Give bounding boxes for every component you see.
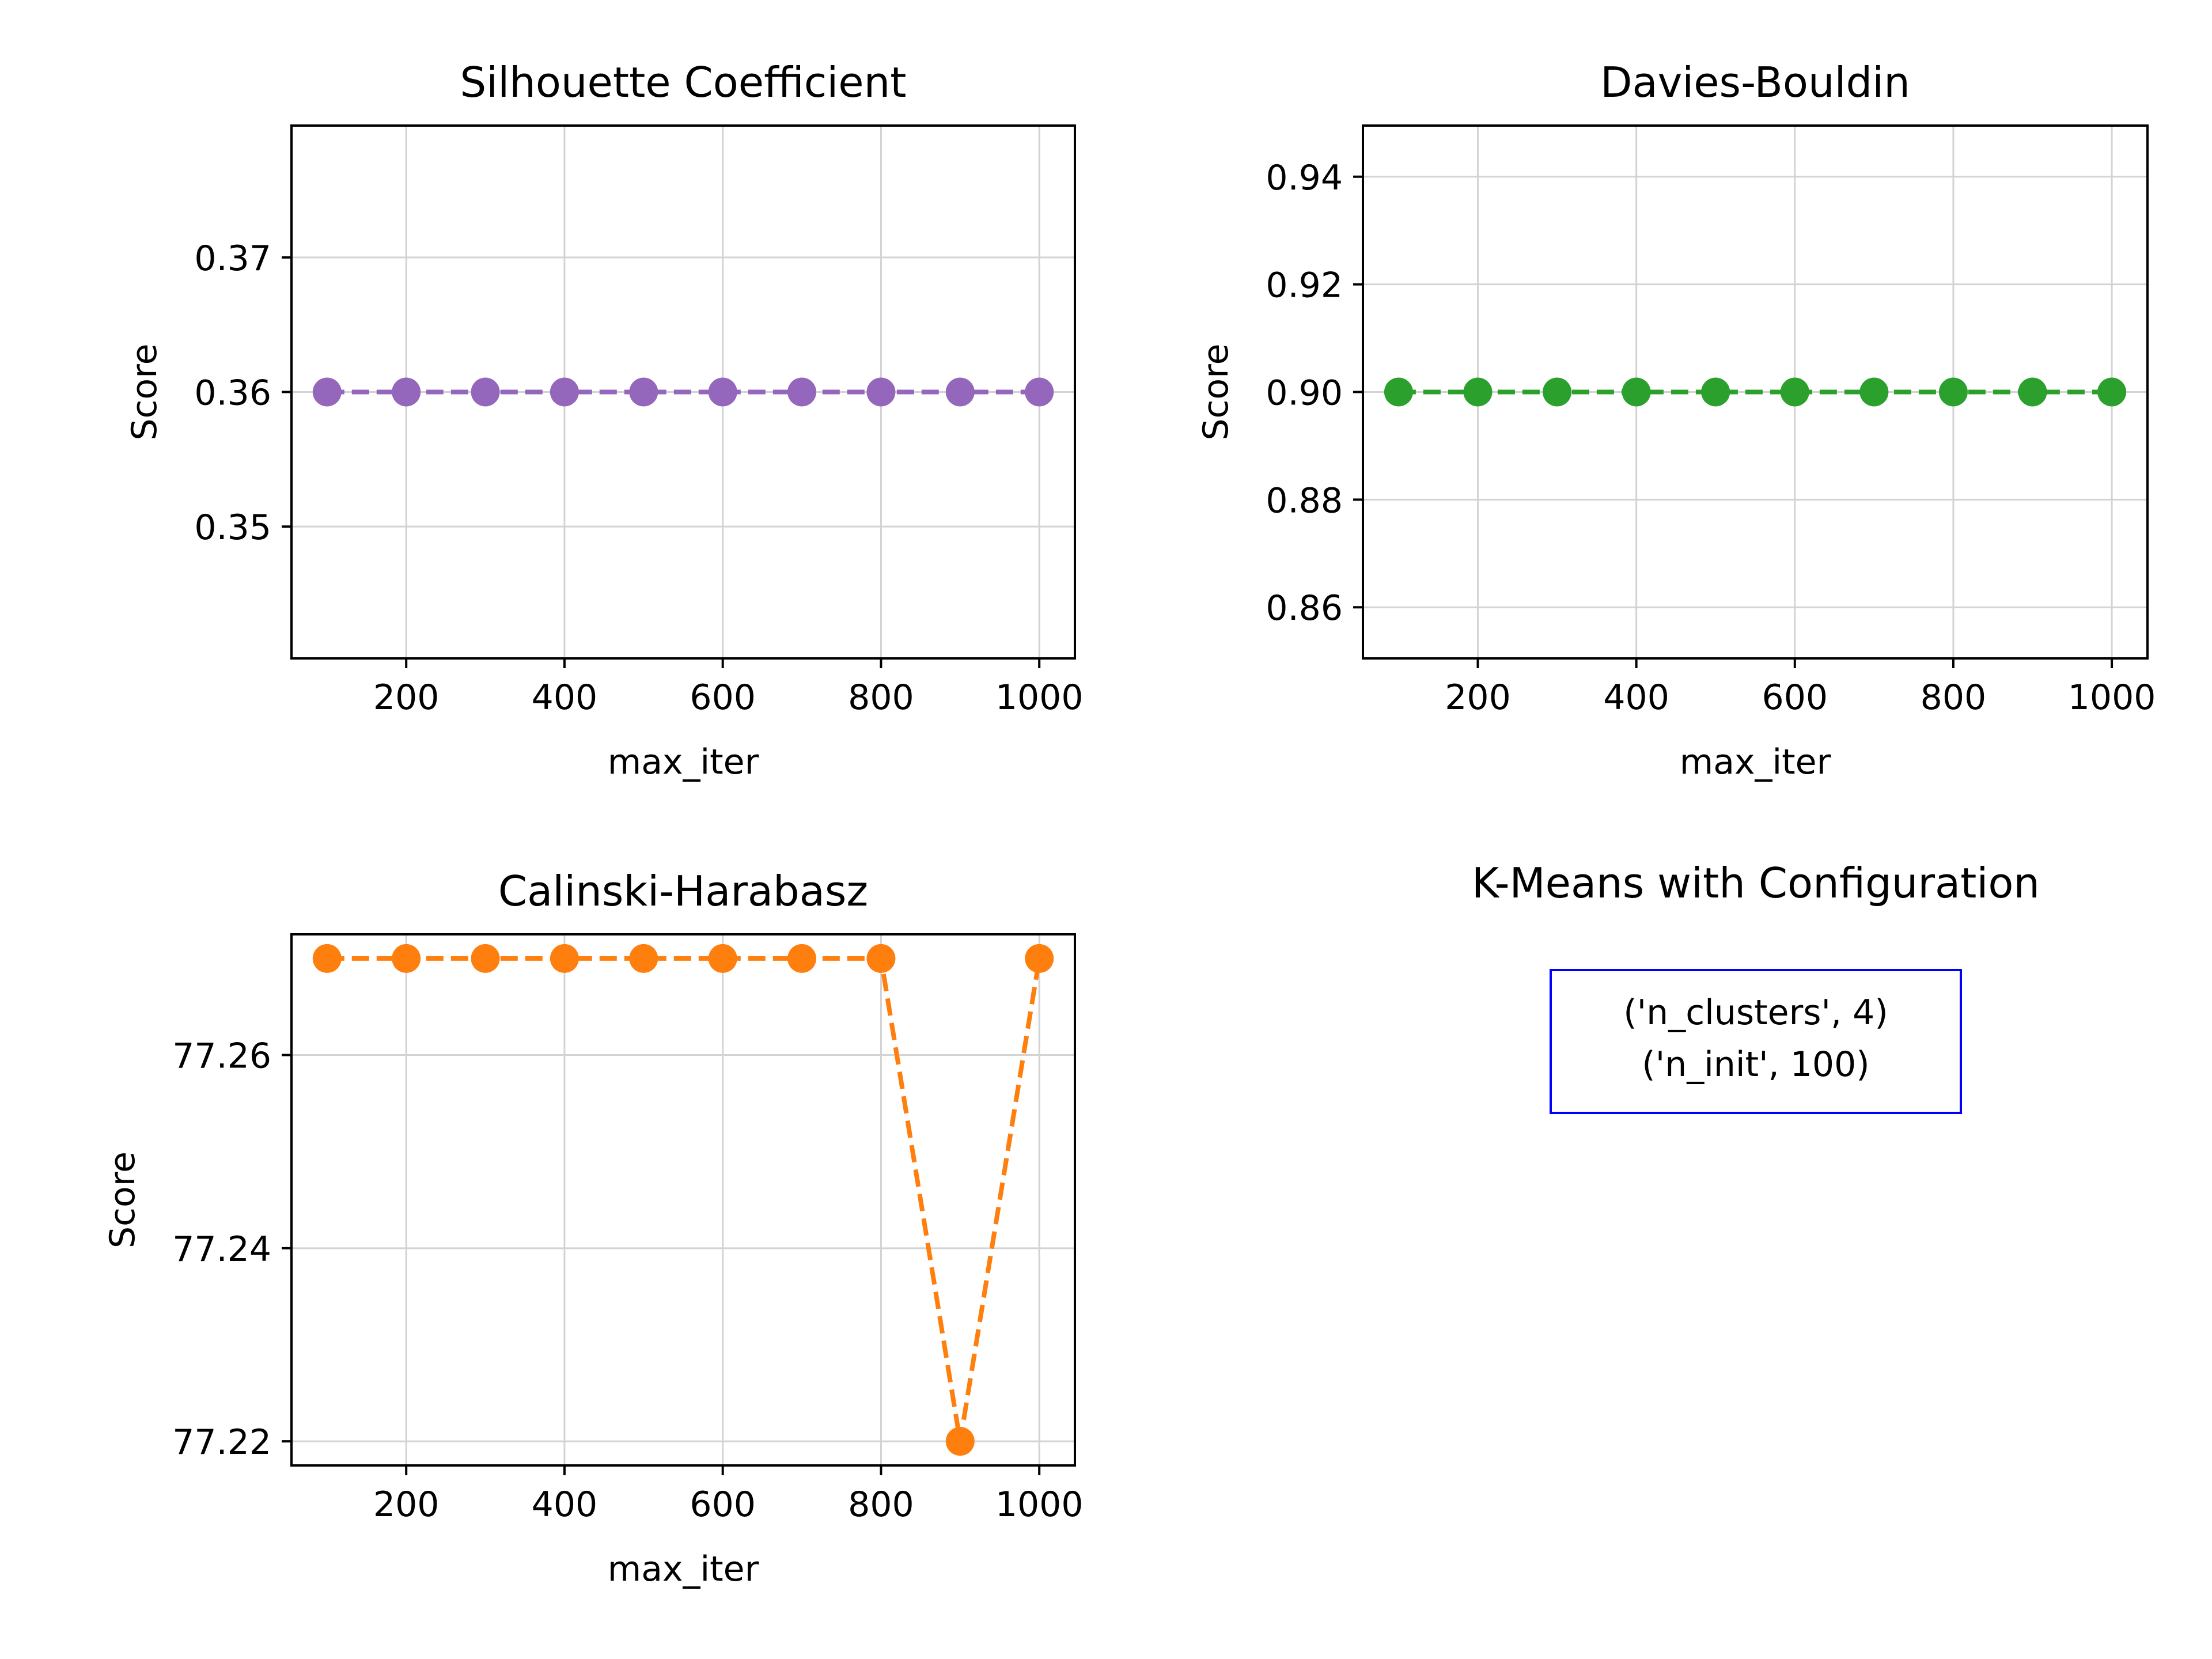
data-point bbox=[1384, 377, 1413, 407]
data-point bbox=[392, 944, 421, 973]
chart-1: 200 400 600 800 1000 0.35 0.36 0.37 Silhouette C… bbox=[124, 58, 1084, 782]
x-axis-label: max_iter bbox=[1680, 742, 1831, 782]
data-point bbox=[945, 1427, 975, 1456]
x-tick-label: 400 bbox=[532, 677, 598, 718]
config-box bbox=[1550, 969, 1962, 1114]
y-axis-label: Score bbox=[124, 343, 165, 440]
x-tick-label: 200 bbox=[1445, 677, 1511, 718]
chart-title: Calinski-Harabasz bbox=[498, 867, 868, 915]
x-tick-label: 400 bbox=[1603, 677, 1669, 718]
data-point bbox=[787, 377, 817, 407]
data-point bbox=[708, 377, 737, 407]
x-tick-label: 600 bbox=[1762, 677, 1828, 718]
data-point bbox=[629, 377, 658, 407]
x-tick-label: 1000 bbox=[995, 677, 1084, 718]
y-tick-label: 0.37 bbox=[194, 238, 271, 279]
config-line-n-init: ('n_init', 100) bbox=[1642, 1044, 1869, 1085]
data-point bbox=[2097, 377, 2127, 407]
y-tick-label: 0.88 bbox=[1266, 480, 1343, 521]
data-point bbox=[1622, 377, 1651, 407]
config-line-n-clusters: ('n_clusters', 4) bbox=[1623, 993, 1888, 1033]
chart-title: Silhouette Coefficient bbox=[460, 58, 907, 107]
y-tick-label: 77.22 bbox=[172, 1422, 271, 1463]
plot-frame bbox=[290, 933, 1076, 1467]
data-point bbox=[1780, 377, 1809, 407]
y-axis-label: Score bbox=[1196, 343, 1236, 440]
data-point bbox=[629, 944, 658, 973]
data-point bbox=[866, 944, 896, 973]
x-tick-label: 1000 bbox=[995, 1484, 1084, 1525]
config-title: K-Means with Configuration bbox=[1472, 859, 2040, 907]
data-point bbox=[550, 377, 579, 407]
y-tick-label: 77.26 bbox=[172, 1036, 271, 1077]
data-point bbox=[787, 944, 817, 973]
charts-container: 200 400 600 800 1000 0.35 0.36 0.37 Silhouette C… bbox=[103, 58, 2156, 1589]
config-panel: K-Means with Configuration ('n_clusters'… bbox=[1472, 859, 2040, 1114]
x-tick-label: 800 bbox=[848, 677, 914, 718]
x-tick-label: 200 bbox=[373, 1484, 440, 1525]
data-point bbox=[1543, 377, 1572, 407]
y-tick-label: 0.92 bbox=[1266, 266, 1343, 306]
chart-3: 200 400 600 800 1000 77.22 77.24 77.26 Calinski-… bbox=[103, 867, 1084, 1589]
y-tick-label: 0.35 bbox=[194, 507, 271, 548]
data-point bbox=[1701, 377, 1730, 407]
y-tick-label: 0.36 bbox=[194, 373, 271, 414]
chart-2: 200 400 600 800 1000 0.86 0.88 0.90 0.92 0.94 Davi… bbox=[1196, 58, 2156, 782]
data-point bbox=[312, 944, 342, 973]
data-point bbox=[1025, 377, 1054, 407]
x-tick-label: 600 bbox=[690, 677, 756, 718]
x-axis-label: max_iter bbox=[608, 742, 759, 782]
x-axis-label: max_iter bbox=[608, 1549, 759, 1589]
x-tick-label: 1000 bbox=[2068, 677, 2156, 718]
x-tick-label: 400 bbox=[532, 1484, 598, 1525]
y-tick-label: 0.90 bbox=[1266, 373, 1343, 414]
data-point bbox=[392, 377, 421, 407]
y-tick-label: 0.86 bbox=[1266, 588, 1343, 628]
data-point bbox=[1025, 944, 1054, 973]
data-point bbox=[312, 377, 342, 407]
data-point bbox=[1938, 377, 1968, 407]
chart-title: Davies-Bouldin bbox=[1600, 58, 1910, 107]
series-line bbox=[327, 956, 1042, 1442]
x-tick-label: 800 bbox=[1921, 677, 1987, 718]
y-axis-label: Score bbox=[103, 1152, 143, 1248]
data-point bbox=[866, 377, 896, 407]
y-tick-label: 77.24 bbox=[172, 1229, 271, 1270]
data-point bbox=[550, 944, 579, 973]
data-point bbox=[471, 377, 500, 407]
data-point bbox=[708, 944, 737, 973]
y-tick-label: 0.94 bbox=[1266, 158, 1343, 198]
x-tick-label: 800 bbox=[848, 1484, 914, 1525]
x-tick-label: 200 bbox=[373, 677, 440, 718]
data-point bbox=[945, 377, 975, 407]
data-point bbox=[2018, 377, 2047, 407]
data-point bbox=[1859, 377, 1889, 407]
data-point bbox=[471, 944, 500, 973]
x-tick-label: 600 bbox=[690, 1484, 756, 1525]
data-point bbox=[1463, 377, 1493, 407]
